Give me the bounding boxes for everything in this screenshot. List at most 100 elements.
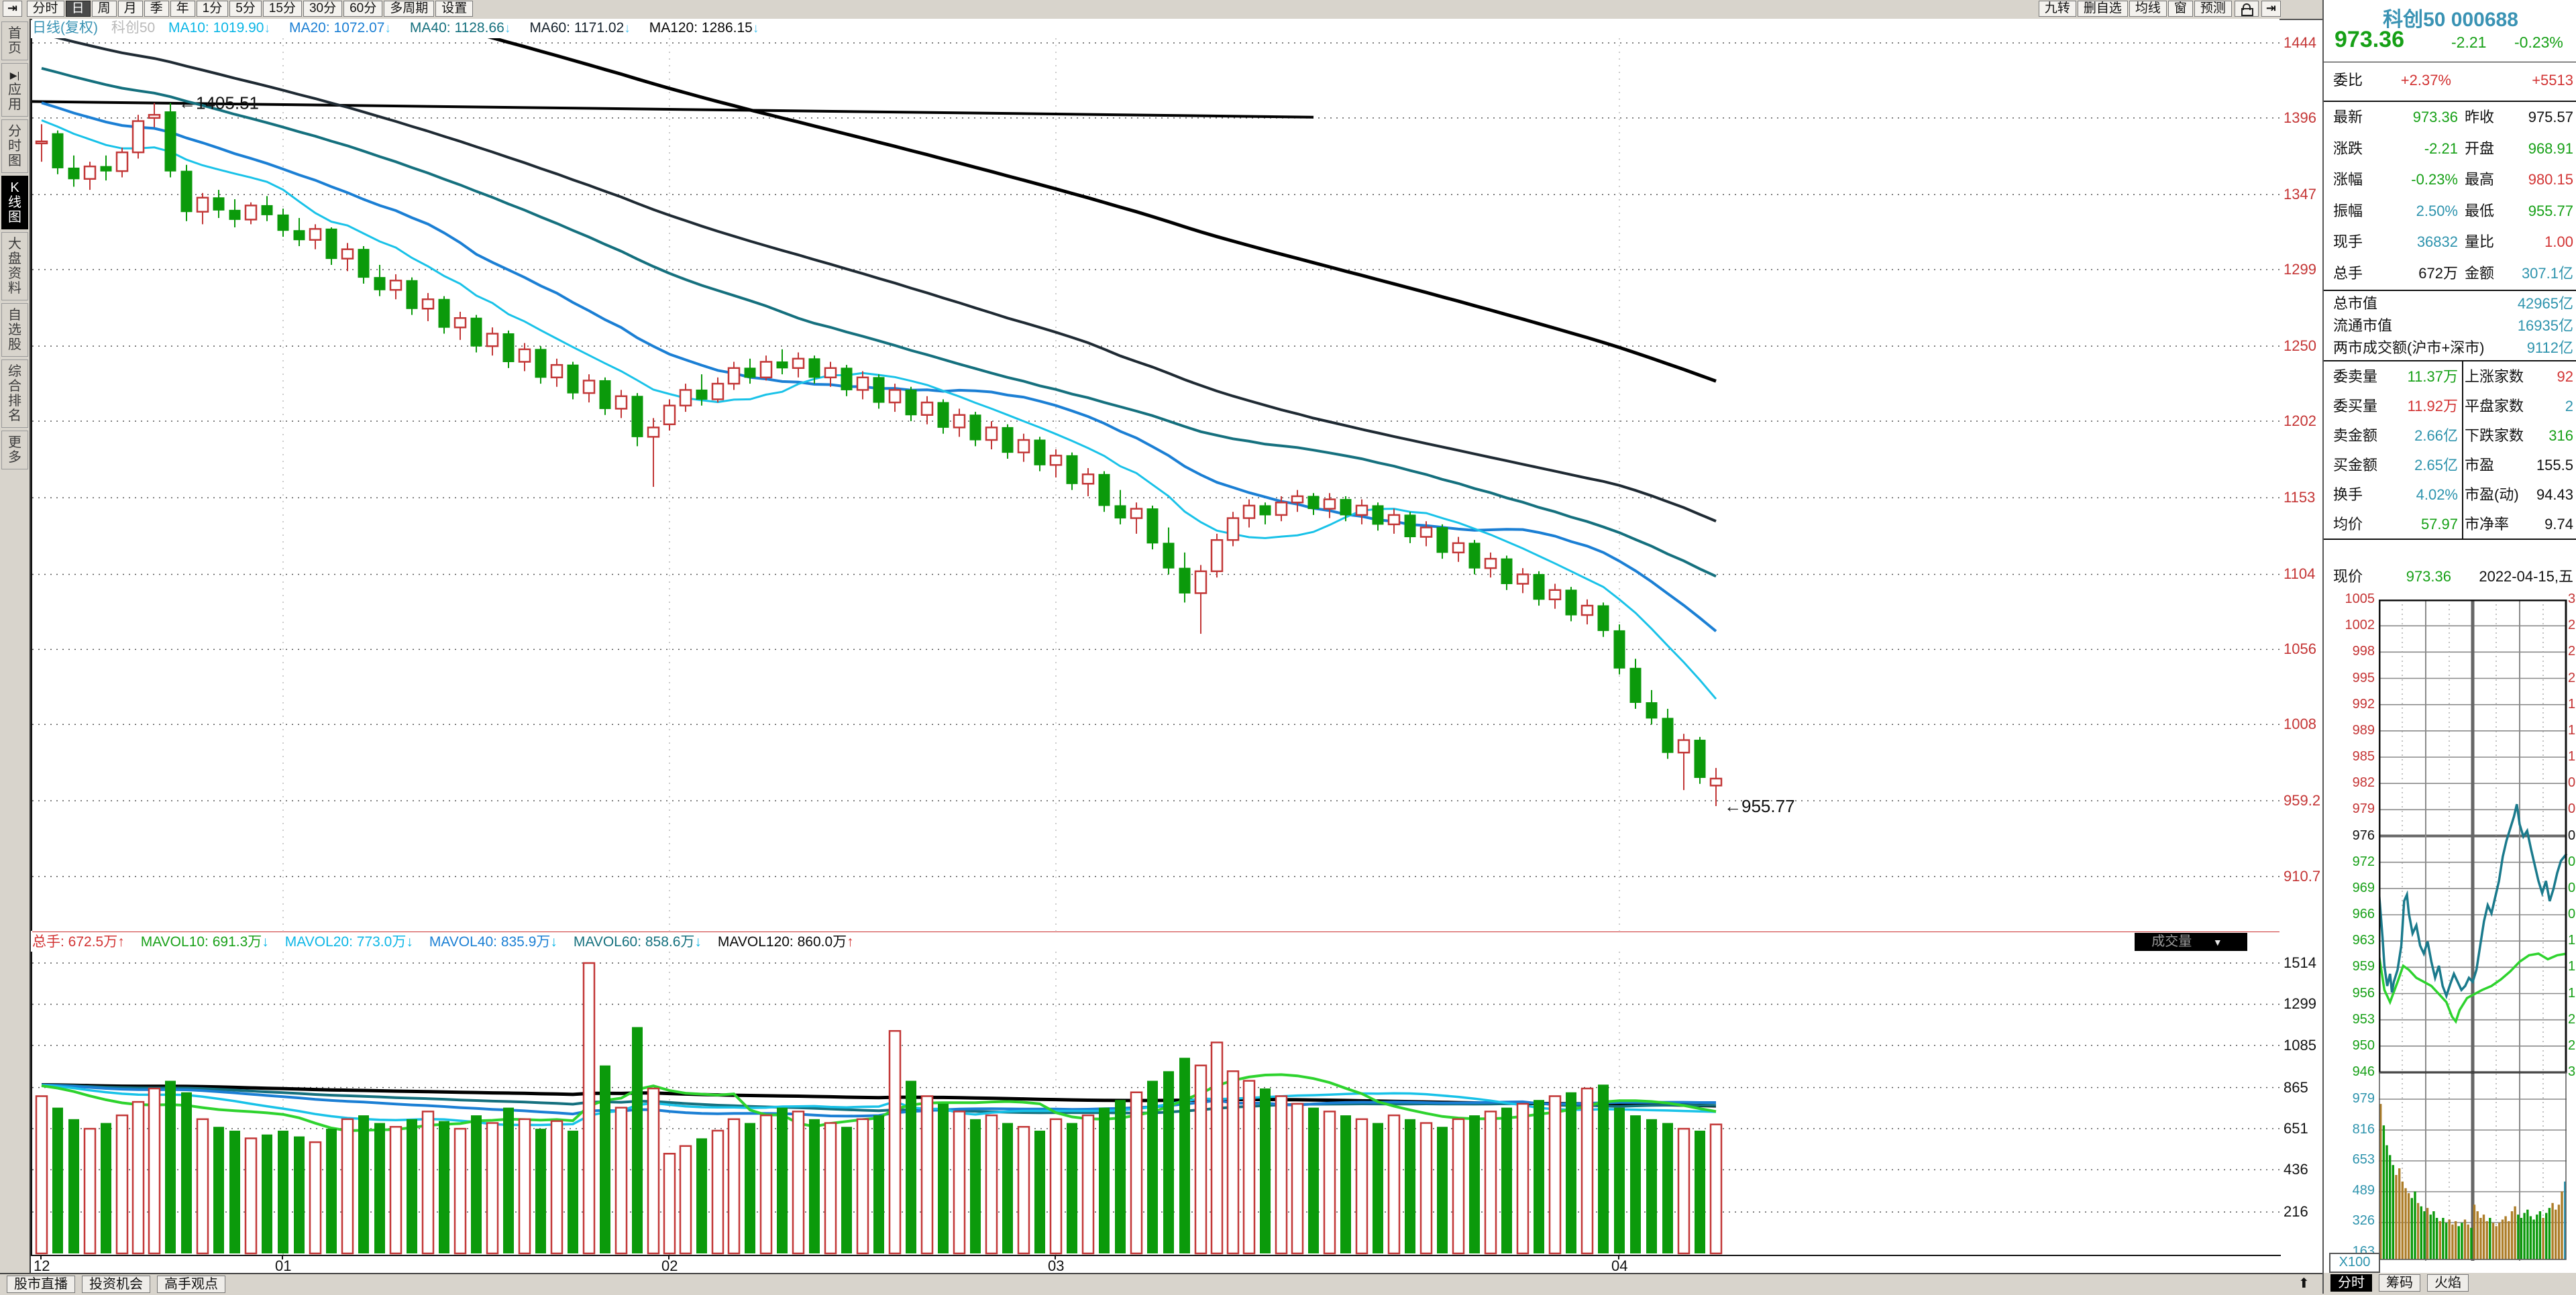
mini-tab-火焰[interactable]: 火焰	[2427, 1274, 2469, 1292]
mini-price-label: 989	[2352, 722, 2375, 738]
price-tick-label: 1056	[2284, 640, 2316, 658]
lock-icon[interactable]	[2234, 1, 2259, 17]
bottom-tab-股市直播[interactable]: 股市直播	[7, 1276, 75, 1293]
tool-button-预测[interactable]: 预测	[2194, 1, 2232, 17]
current-price-row: 现价 973.36 2022-04-15,五	[2324, 562, 2576, 592]
cap-value: 9112亿	[2526, 339, 2573, 356]
sidebar-item-大盘资料[interactable]: 大盘资料	[1, 232, 28, 300]
tool-button-窗[interactable]: 窗	[2167, 1, 2193, 17]
stat-row: 换手 4.02% 市盈(动) 94.43	[2324, 480, 2576, 510]
price-tick-label: 1396	[2284, 109, 2316, 126]
bottom-tab-高手观点[interactable]: 高手观点	[157, 1276, 225, 1293]
cap-label: 流通市值	[2333, 317, 2393, 334]
volume-ma-label: 总手: 672.5万↑	[32, 934, 125, 950]
indicator-selector[interactable]: 成交量 ▼	[2135, 933, 2247, 951]
period-button-日[interactable]: 日	[65, 1, 91, 17]
period-button-5分[interactable]: 5分	[229, 1, 262, 17]
month-label-03: 03	[1048, 1257, 1065, 1274]
sidebar-item-综合排名[interactable]: 综合排名	[1, 359, 28, 428]
quote-value2: 980.15	[2528, 171, 2573, 188]
period-button-60分[interactable]: 60分	[343, 1, 383, 17]
quote-label2: 量比	[2465, 233, 2495, 250]
tool-button-九转[interactable]: 九转	[2038, 1, 2076, 17]
stat-value2: 9.74	[2544, 516, 2573, 532]
mini-chart-tabs: ⬆ 分时 筹码 火焰	[2298, 1273, 2576, 1294]
mini-pct-label: 1.65%	[2568, 959, 2576, 974]
price-tick-label: 1250	[2284, 337, 2316, 355]
now-label: 现价	[2333, 568, 2363, 585]
stat-label2: 上涨家数	[2465, 368, 2524, 385]
period-button-15分[interactable]: 15分	[262, 1, 302, 17]
mini-pct-label: 2.32%	[2568, 1011, 2576, 1027]
sidebar-item-应用[interactable]: ▶| 应用	[1, 63, 28, 117]
axis-tick	[1055, 1255, 1056, 1259]
price-tick-label: 1202	[2284, 412, 2316, 430]
stat-value2: 92	[2557, 368, 2573, 385]
stat-row: 均价 57.97 市净率 9.74	[2324, 510, 2576, 539]
mini-tab-筹码[interactable]: 筹码	[2379, 1274, 2420, 1292]
mini-pct-label: 0.00%	[2568, 828, 2576, 843]
collapse-sidebar-icon[interactable]: ⇥	[3, 1, 23, 17]
price-tick-label: 1153	[2284, 489, 2316, 506]
ma-label-MA60: MA60: 1171.02↓	[529, 20, 631, 36]
mini-pct-label: 2.68%	[2568, 618, 2576, 633]
direction-arrow-icon: ↓	[694, 934, 702, 950]
period-button-年[interactable]: 年	[170, 1, 195, 17]
period-button-月[interactable]: 月	[117, 1, 143, 17]
period-button-1分[interactable]: 1分	[196, 1, 229, 17]
stat-value: 4.02%	[2416, 486, 2458, 503]
mini-pct-label: 3.00%	[2568, 592, 2576, 606]
mini-price-label: 950	[2352, 1037, 2375, 1053]
period-button-30分[interactable]: 30分	[303, 1, 343, 17]
sidebar-item-更多[interactable]: 更多	[1, 431, 28, 469]
price-tick-label: 1444	[2284, 34, 2316, 51]
mini-pct-label: 2.01%	[2568, 670, 2576, 685]
period-button-设置[interactable]: 设置	[435, 1, 474, 17]
ma-label-MA120: MA120: 1286.15↓	[649, 20, 759, 36]
mini-price-label: 992	[2352, 696, 2375, 712]
period-button-多周期[interactable]: 多周期	[384, 1, 435, 17]
quote-label: 涨幅	[2333, 171, 2363, 188]
ma-down-arrow-icon: ↓	[504, 21, 511, 36]
price-change-pct: -0.23%	[2514, 34, 2563, 51]
mini-pct-label: 2.65%	[2568, 1037, 2576, 1053]
volume-tick-label: 651	[2284, 1119, 2308, 1137]
stat-label2: 市盈	[2465, 457, 2495, 473]
stat-label: 买金额	[2333, 457, 2378, 473]
intraday-mini-chart[interactable]	[2379, 600, 2568, 1262]
period-button-分时[interactable]: 分时	[26, 1, 64, 17]
price-change: -2.21	[2451, 34, 2487, 51]
mini-pct-label: 1.01%	[2568, 749, 2576, 764]
ma-down-arrow-icon: ↓	[752, 21, 759, 36]
quote-value: 973.36	[2412, 109, 2458, 125]
mini-price-label: 969	[2352, 880, 2375, 895]
collapse-up-icon[interactable]: ⬆	[2298, 1276, 2310, 1291]
mini-pct-label: 0.34%	[2568, 801, 2576, 817]
mini-tab-分时[interactable]: 分时	[2330, 1274, 2372, 1292]
expand-panel-icon[interactable]: ⇥	[2261, 1, 2281, 17]
weibi-row: 委比 +2.37% +5513	[2324, 66, 2576, 95]
quote-value2: 1.00	[2544, 233, 2573, 250]
play-bar-icon: ▶|	[9, 70, 20, 80]
quote-value2: 975.57	[2528, 109, 2573, 125]
period-button-周[interactable]: 周	[91, 1, 117, 17]
sidebar-item-分时图[interactable]: 分时图	[1, 119, 28, 173]
weibi-diff: +5513	[2532, 72, 2573, 89]
candlestick-chart[interactable]: ←1405.51 ←955.77	[31, 38, 2282, 931]
bottom-tab-投资机会[interactable]: 投资机会	[82, 1276, 150, 1293]
mini-price-label: 966	[2352, 907, 2375, 921]
period-button-季[interactable]: 季	[144, 1, 169, 17]
direction-arrow-icon: ↓	[406, 934, 413, 950]
volume-ma-label: MAVOL60: 858.6万↓	[573, 934, 702, 950]
tool-button-均线[interactable]: 均线	[2129, 1, 2167, 17]
mini-price-label: 963	[2352, 933, 2375, 948]
sidebar-item-首页[interactable]: 首页	[1, 21, 28, 60]
mini-price-label: 946	[2352, 1064, 2375, 1079]
sidebar-item-自选股[interactable]: 自选股	[1, 303, 28, 357]
quote-value2: 307.1亿	[2521, 264, 2573, 282]
volume-chart[interactable]	[31, 952, 2282, 1255]
ma-label-MA10: MA10: 1019.90↓	[168, 20, 270, 36]
tool-button-删自选[interactable]: 删自选	[2077, 1, 2128, 17]
quote-value: 36832	[2416, 233, 2458, 250]
